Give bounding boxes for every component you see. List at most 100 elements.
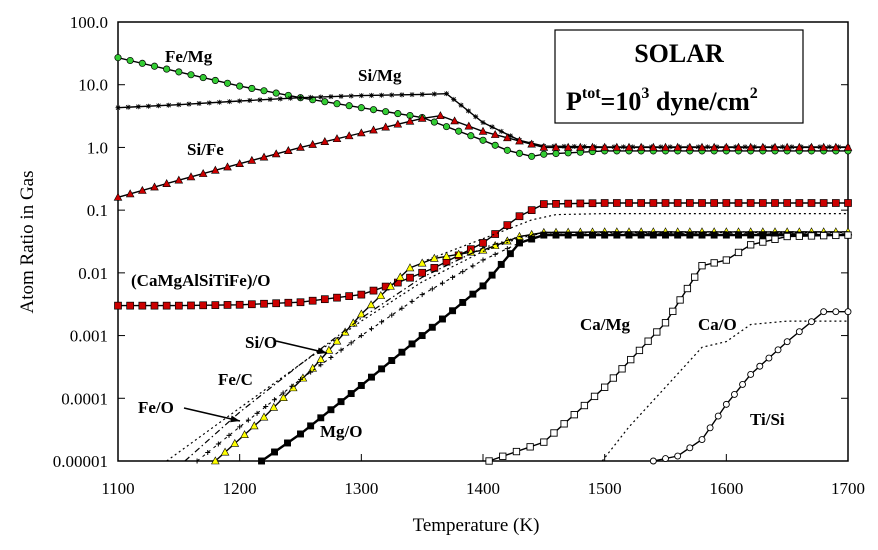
- marker-mg_o: [337, 398, 345, 406]
- label-fe_mg: Fe/Mg: [165, 47, 213, 66]
- marker-fe_o_plus: [439, 280, 445, 286]
- label-ti_si: Ti/Si: [750, 410, 785, 429]
- marker-ca_mg: [747, 241, 755, 249]
- marker-si_fe: [770, 142, 780, 151]
- marker-ca_mg: [601, 383, 609, 391]
- marker-si_fe: [490, 129, 500, 138]
- marker-si_mg: [419, 91, 425, 97]
- marker-si_o: [220, 447, 230, 456]
- marker-ca_mg: [627, 355, 635, 364]
- marker-si_mg: [473, 114, 479, 120]
- marker-fe_o_plus: [460, 269, 466, 275]
- marker-fe_o_plus: [280, 390, 286, 396]
- marker-ti_si: [722, 400, 730, 408]
- marker-si_mg: [298, 95, 303, 101]
- marker-camg: [783, 199, 792, 207]
- x-axis-title: Temperature (K): [413, 515, 540, 536]
- marker-camg: [503, 221, 512, 229]
- marker-si_mg: [551, 143, 557, 149]
- marker-fe_mg: [199, 74, 207, 82]
- marker-camg: [223, 301, 232, 309]
- label-ca_o: Ca/O: [698, 315, 737, 334]
- marker-si_fe: [624, 142, 634, 151]
- y-tick-label: 0.00001: [53, 452, 108, 471]
- marker-ca_mg: [499, 452, 507, 460]
- marker-mg_o: [649, 231, 657, 239]
- marker-si_fe: [600, 142, 609, 151]
- marker-si_fe: [138, 185, 147, 194]
- marker-si_fe: [588, 142, 597, 151]
- marker-camg: [199, 301, 208, 310]
- marker-camg: [491, 230, 500, 238]
- marker-fe_o_plus: [194, 458, 200, 464]
- marker-mg_o: [438, 315, 446, 323]
- marker-si_fe: [223, 162, 232, 171]
- series-tot_o_dotted: [421, 213, 848, 263]
- marker-ti_si: [765, 354, 773, 362]
- marker-si_fe: [636, 142, 646, 151]
- marker-mg_o: [722, 231, 730, 239]
- marker-fe_o_plus: [308, 369, 314, 375]
- marker-camg: [369, 286, 378, 295]
- marker-mg_o: [488, 271, 496, 279]
- marker-ti_si: [774, 346, 782, 354]
- marker-camg: [479, 239, 487, 247]
- marker-si_fe: [357, 128, 366, 137]
- x-tick-label: 1200: [223, 479, 257, 498]
- marker-mg_o: [747, 231, 755, 239]
- marker-ca_mg: [618, 365, 626, 373]
- marker-camg: [320, 295, 329, 304]
- marker-si_mg: [186, 101, 192, 107]
- marker-ti_si: [756, 362, 764, 370]
- y-tick-label: 100.0: [70, 13, 108, 32]
- marker-si_o: [366, 300, 376, 309]
- marker-fe_mg: [236, 82, 244, 90]
- marker-camg: [661, 199, 670, 207]
- marker-si_fe: [308, 139, 317, 148]
- marker-si_mg: [489, 124, 495, 130]
- marker-si_fe: [162, 179, 171, 187]
- marker-fe_mg: [430, 118, 438, 126]
- marker-fe_o_plus: [289, 383, 295, 389]
- marker-si_fe: [673, 142, 682, 151]
- marker-si_fe: [758, 142, 768, 151]
- y-tick-label: 0.01: [78, 264, 108, 283]
- marker-si_fe: [320, 137, 330, 145]
- marker-camg: [746, 199, 755, 207]
- marker-camg: [722, 199, 731, 207]
- y-axis-title: Atom Ratio in Gas: [17, 170, 38, 313]
- arrow-si-o: [275, 340, 328, 355]
- marker-ti_si: [747, 370, 755, 378]
- marker-ti_si: [783, 338, 791, 346]
- marker-si_fe: [515, 136, 524, 145]
- label-si_mg: Si/Mg: [358, 66, 402, 85]
- marker-si_mg: [156, 103, 162, 109]
- marker-fe_mg: [223, 79, 232, 87]
- marker-ca_mg: [550, 429, 558, 437]
- marker-ca_mg: [691, 273, 699, 281]
- marker-camg: [235, 300, 244, 309]
- marker-mg_o: [449, 307, 457, 315]
- marker-ti_si: [820, 308, 828, 316]
- marker-camg: [430, 264, 439, 272]
- marker-mg_o: [408, 340, 416, 348]
- marker-si_mg: [409, 92, 415, 98]
- y-tick-label: 0.1: [87, 201, 108, 220]
- marker-si_fe: [211, 165, 220, 174]
- marker-fe_mg: [272, 89, 280, 97]
- marker-ca_mg: [653, 328, 661, 336]
- marker-si_o: [386, 281, 395, 290]
- marker-si_mg: [498, 128, 504, 134]
- marker-si_fe: [831, 142, 841, 151]
- marker-si_fe: [503, 133, 512, 142]
- marker-camg: [345, 292, 354, 300]
- marker-si_fe: [369, 125, 378, 134]
- marker-si_fe: [271, 149, 281, 158]
- label-si_fe: Si/Fe: [187, 140, 224, 159]
- marker-camg: [150, 301, 159, 310]
- marker-si_mg: [451, 96, 457, 102]
- marker-si_mg: [399, 92, 405, 98]
- marker-si_fe: [174, 175, 184, 184]
- marker-ca_mg: [669, 307, 677, 316]
- marker-si_fe: [464, 121, 474, 130]
